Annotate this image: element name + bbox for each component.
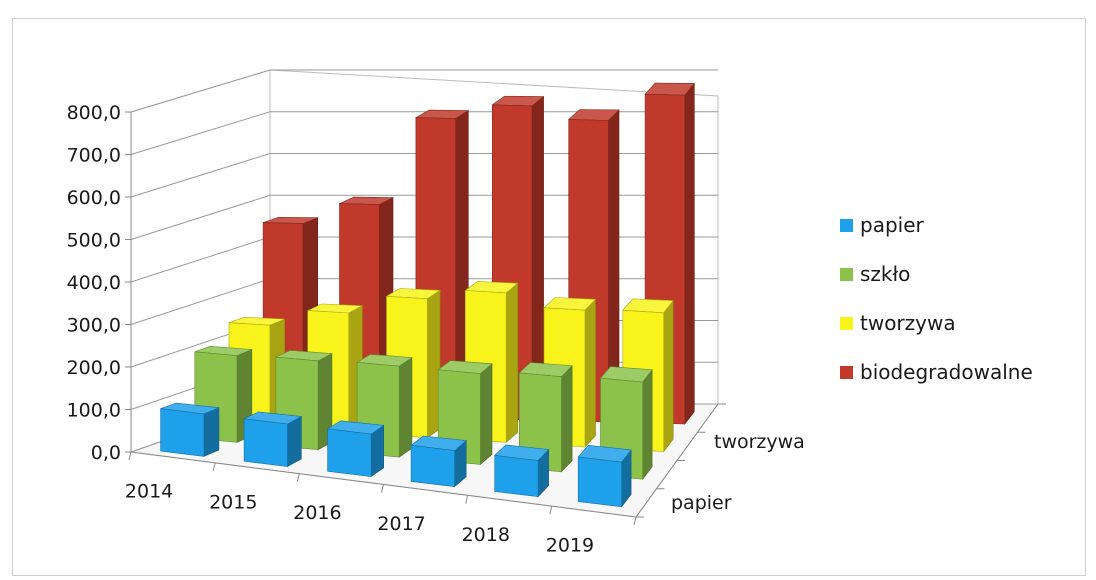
bar-front <box>494 455 539 498</box>
x-tick-mark <box>465 495 469 504</box>
x-tick-label: 2017 <box>377 513 425 535</box>
bar-side <box>561 364 573 473</box>
legend-item: papier <box>840 213 925 237</box>
bar-papier-2019 <box>577 444 632 508</box>
x-axis-tick-labels: 2014 2015 2016 2017 2018 2019 <box>125 480 594 556</box>
legend-swatch <box>840 219 853 232</box>
y-tick-label: 800,0 <box>67 102 121 124</box>
gridline <box>130 111 718 155</box>
bar-side <box>505 282 519 443</box>
legend-swatch <box>840 317 853 330</box>
axes <box>125 111 726 526</box>
y-tick-label: 600,0 <box>67 187 121 209</box>
depth-axis-tick-labels: tworzywa papier <box>671 431 805 514</box>
bar-side <box>684 82 695 425</box>
x-tick-label: 2019 <box>546 535 594 557</box>
gridline <box>130 69 718 113</box>
legend-swatch <box>840 366 853 379</box>
y-tick-label: 300,0 <box>67 315 121 337</box>
bar-front <box>160 408 205 457</box>
bar-papier-2014 <box>160 402 220 457</box>
bar-papier-2016 <box>326 420 385 478</box>
legend-swatch <box>840 268 853 281</box>
legend: papier szkło tworzywa biodegradowalne <box>840 213 1033 384</box>
x-tick-mark <box>212 462 216 471</box>
bar-szkło-2018 <box>518 362 573 473</box>
x-tick-mark <box>633 516 637 526</box>
x-tick-label: 2018 <box>462 524 510 546</box>
bar-papier-2017 <box>410 435 467 488</box>
y-tick-label: 100,0 <box>67 400 121 422</box>
bar-front <box>243 418 288 467</box>
x-tick-mark <box>381 484 384 493</box>
legend-label: szkło <box>860 262 910 286</box>
bar-szkło-2019 <box>599 366 653 481</box>
x-tick-mark <box>296 473 300 482</box>
x-tick-label: 2015 <box>209 491 257 513</box>
y-tick-label: 700,0 <box>67 145 121 167</box>
bar-front <box>577 456 622 508</box>
bar-side <box>203 407 220 457</box>
bar-papier-2018 <box>494 444 550 498</box>
bar-side <box>663 299 674 453</box>
legend-item: biodegradowalne <box>840 360 1033 384</box>
bar-front <box>327 428 372 477</box>
y-tick-label: 400,0 <box>67 272 121 294</box>
legend-label: biodegradowalne <box>860 360 1033 384</box>
legend-label: papier <box>860 213 925 237</box>
bars <box>160 82 695 508</box>
legend-item: szkło <box>840 262 910 286</box>
bar-side <box>480 363 493 466</box>
bar-front <box>410 444 455 487</box>
y-axis-tick-labels: 0,0 100,0 200,0 300,0 400,0 500,0 600,0 … <box>67 102 121 464</box>
y-tick-label: 0,0 <box>91 442 121 464</box>
y-tick-label: 500,0 <box>67 230 121 252</box>
legend-label: tworzywa <box>860 311 956 335</box>
legend-item: tworzywa <box>840 311 956 335</box>
y-tick-label: 200,0 <box>67 357 121 379</box>
bar-side <box>642 368 653 481</box>
bar-papier-2015 <box>243 411 303 468</box>
bar-side <box>584 298 596 448</box>
x-tick-mark <box>549 506 553 515</box>
x-tick-label: 2016 <box>293 502 341 524</box>
x-tick-mark <box>128 451 132 461</box>
bar-side <box>287 415 302 468</box>
depth-tick-label: papier <box>671 492 732 514</box>
x-tick-label: 2014 <box>125 480 173 502</box>
bar-side <box>398 357 413 458</box>
depth-tick-label: tworzywa <box>714 431 805 453</box>
